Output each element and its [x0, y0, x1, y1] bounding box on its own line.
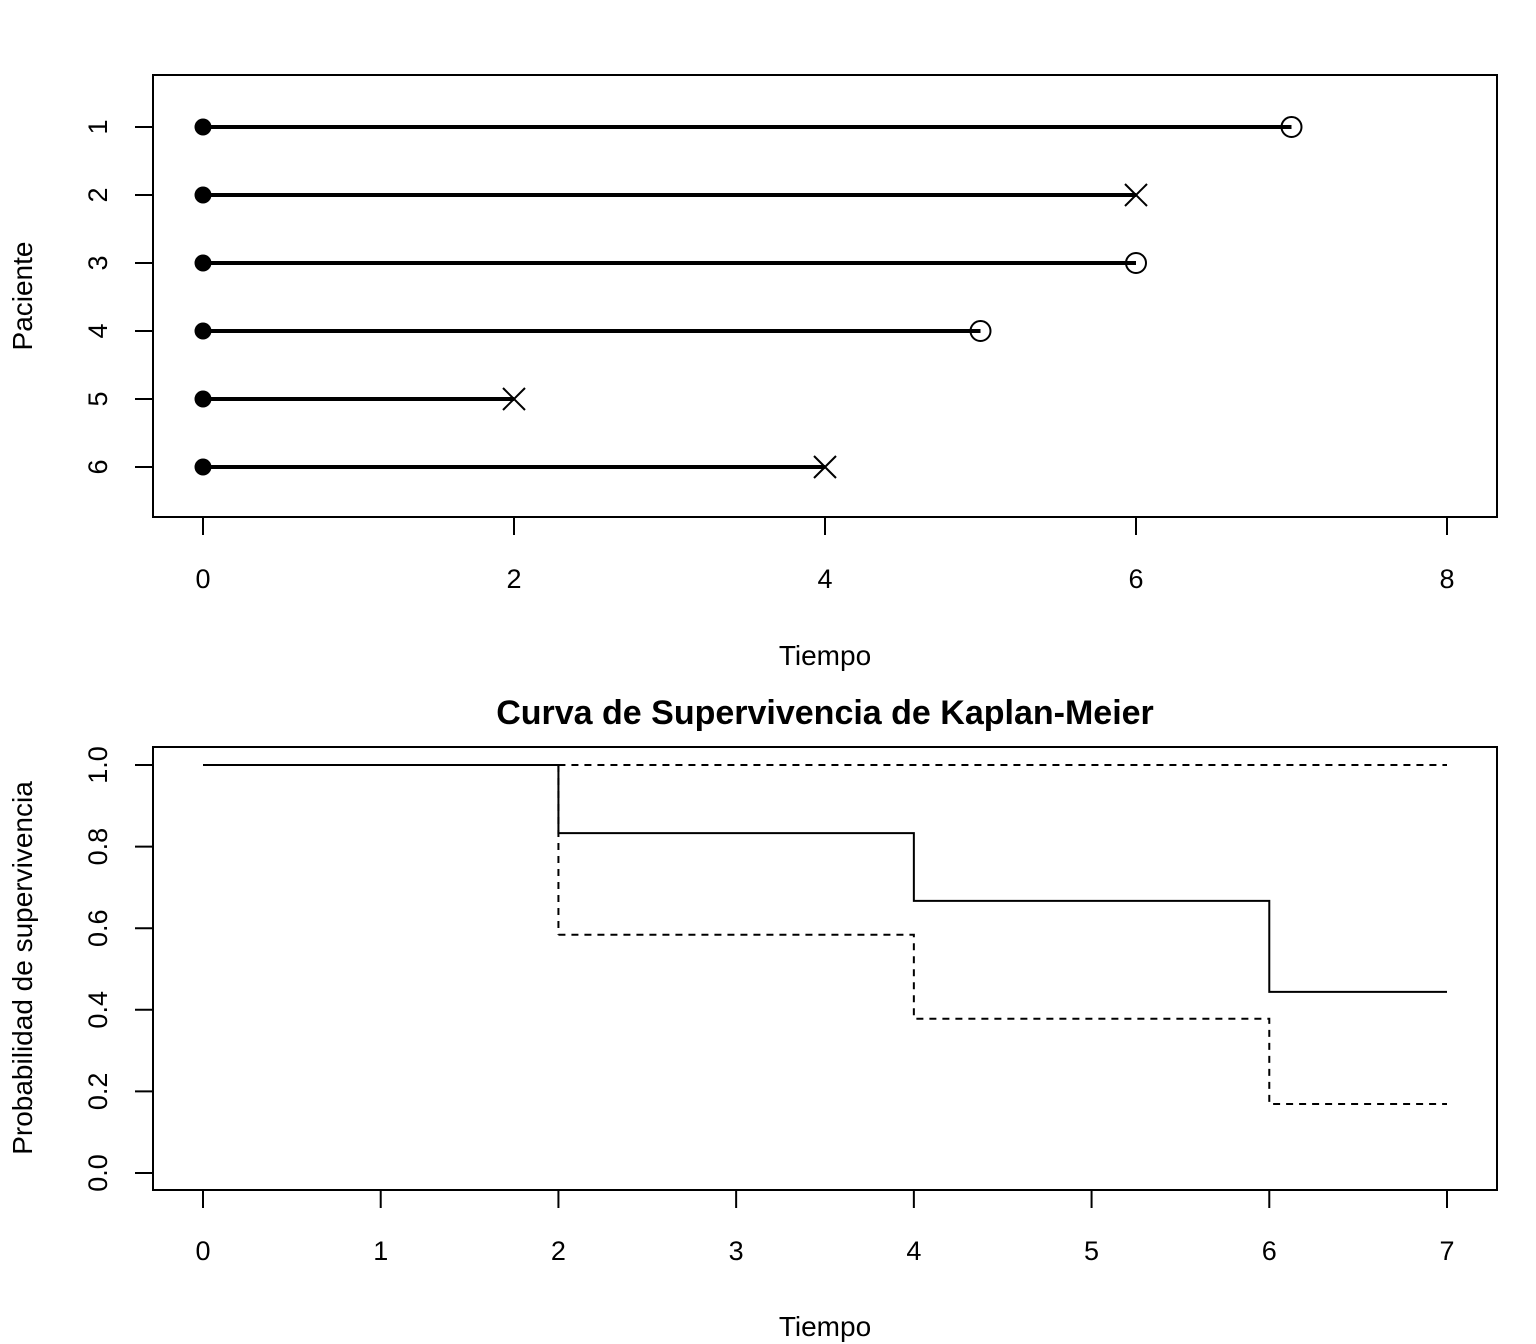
patient-start-point — [194, 322, 212, 340]
plot1-x-tick-label: 6 — [1128, 564, 1143, 594]
kaplan-meier-plot: Curva de Supervivencia de Kaplan-Meier 0… — [7, 694, 1498, 1342]
plot2-x-axis-label: Tiempo — [779, 1311, 871, 1342]
plot1-y-tick-label: 3 — [83, 255, 113, 270]
plot1-y-tick-label: 6 — [83, 459, 113, 474]
patient-event-marker — [1124, 183, 1148, 207]
plot2-x-tick-label: 3 — [729, 1236, 744, 1266]
patient-timeline-plot: 0 2 4 6 8 1 2 3 4 5 6 Tiempo Paciente — [7, 74, 1498, 671]
plot1-frame — [152, 74, 1498, 518]
plot1-x-tick-label: 0 — [195, 564, 210, 594]
plot1-y-tick-label: 1 — [83, 119, 113, 134]
patient-censored-marker — [1125, 252, 1147, 274]
patient-start-point — [194, 118, 212, 136]
patient-start-point — [194, 458, 212, 476]
plot1-x-axis-label: Tiempo — [779, 640, 871, 671]
patient-start-point — [194, 254, 212, 272]
plot2-marks — [203, 764, 1447, 1106]
plot2-title: Curva de Supervivencia de Kaplan-Meier — [496, 694, 1154, 732]
plot2-y-tick-label: 0.6 — [83, 909, 113, 947]
plot2-y-tick-label: 0.4 — [83, 991, 113, 1029]
plot1-marks — [194, 116, 1303, 479]
plot1-x-tick-label: 2 — [506, 564, 521, 594]
plot1-x-tick-label: 4 — [817, 564, 832, 594]
km-lower-ci-line — [558, 933, 1447, 1106]
patient-event-marker — [813, 455, 837, 479]
plot2-x-tick-label: 0 — [195, 1236, 210, 1266]
plot2-y-tick-label: 0.2 — [83, 1073, 113, 1111]
plot2-y-axis-label: Probabilidad de supervivencia — [7, 781, 38, 1155]
plot2-y-tick-label: 0.0 — [83, 1154, 113, 1192]
plot1-x-axis: 0 2 4 6 8 — [195, 516, 1455, 594]
event-x-stroke — [813, 455, 837, 479]
plot2-x-axis: 0 1 2 3 4 5 6 7 — [195, 1189, 1455, 1266]
patient-start-point — [194, 390, 212, 408]
plot2-y-tick-label: 1.0 — [83, 746, 113, 784]
plot1-y-tick-label: 5 — [83, 391, 113, 406]
plot2-x-tick-label: 2 — [551, 1236, 566, 1266]
plot2-x-tick-label: 6 — [1262, 1236, 1277, 1266]
plot1-x-tick-label: 8 — [1439, 564, 1454, 594]
plot1-y-axis-label: Paciente — [7, 242, 38, 351]
plot1-y-axis: 1 2 3 4 5 6 — [83, 119, 154, 475]
plot2-x-tick-label: 7 — [1439, 1236, 1454, 1266]
patient-start-point — [194, 186, 212, 204]
patient-event-marker — [502, 387, 526, 411]
plot2-frame — [152, 746, 1498, 1191]
event-x-stroke — [502, 387, 526, 411]
plot1-y-tick-label: 2 — [83, 187, 113, 202]
plot2-y-tick-label: 0.8 — [83, 828, 113, 866]
patient-censored-marker — [969, 320, 992, 342]
plot1-y-tick-label: 4 — [83, 323, 113, 338]
event-x-stroke — [1124, 183, 1148, 207]
plot2-x-tick-label: 5 — [1084, 1236, 1099, 1266]
plot2-x-tick-label: 4 — [906, 1236, 921, 1266]
plot2-y-axis: 0.0 0.2 0.4 0.6 0.8 1.0 — [83, 746, 154, 1192]
patient-censored-marker — [1280, 116, 1303, 138]
plot2-x-tick-label: 1 — [373, 1236, 388, 1266]
km-survival-line — [203, 764, 1447, 993]
